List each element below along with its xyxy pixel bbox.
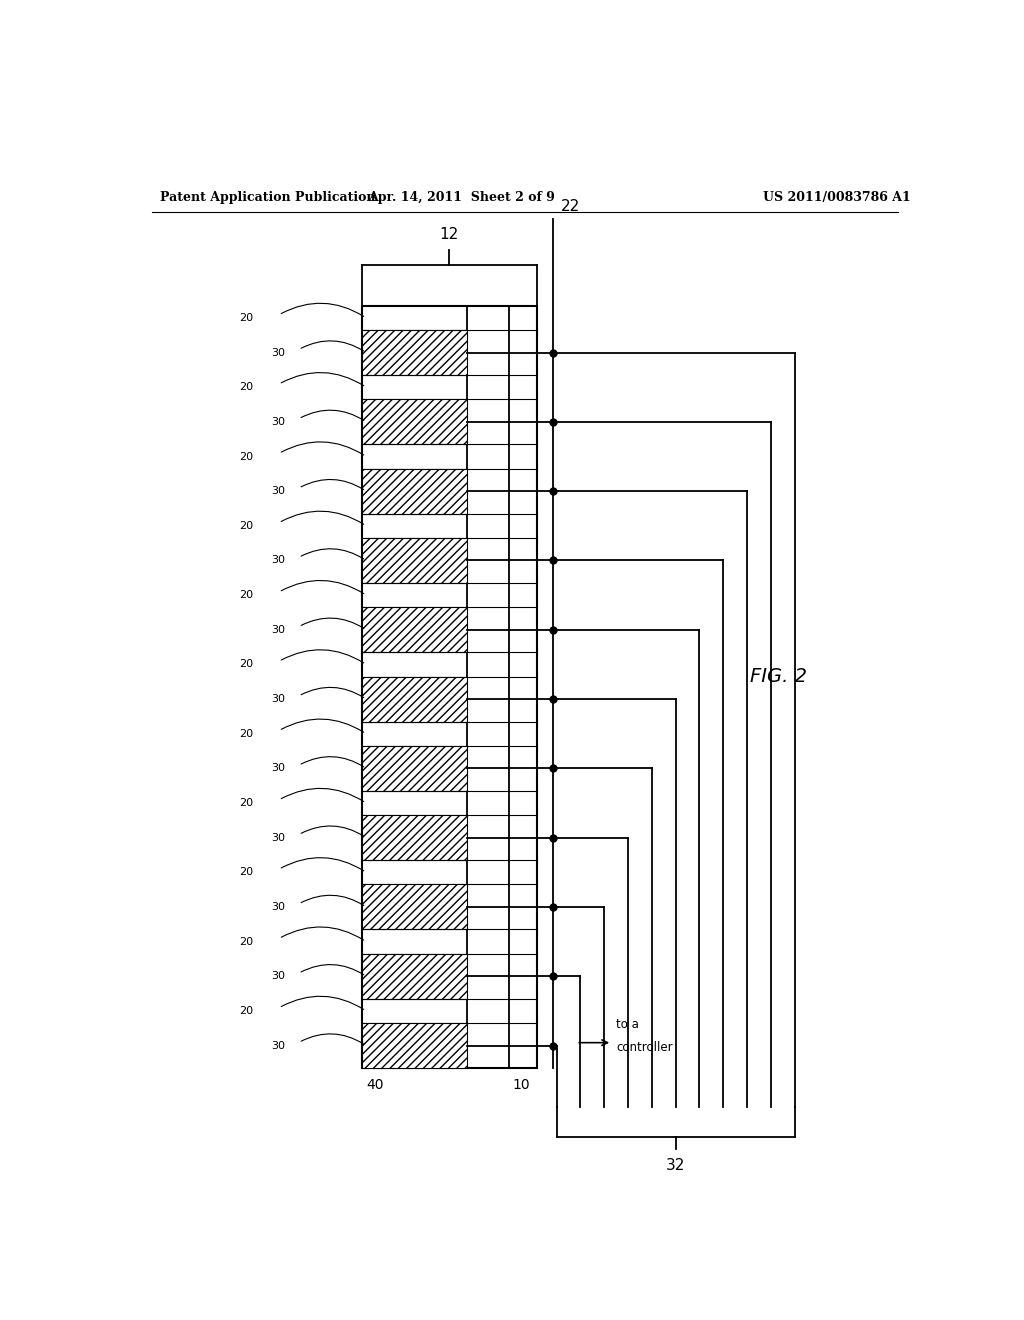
Text: 20: 20 — [239, 521, 253, 531]
Text: 30: 30 — [270, 972, 285, 981]
Bar — [362, 400, 467, 445]
Bar — [362, 677, 467, 722]
Text: 10: 10 — [513, 1078, 530, 1092]
Text: 40: 40 — [367, 1078, 384, 1092]
Text: 30: 30 — [270, 694, 285, 704]
Text: Patent Application Publication: Patent Application Publication — [160, 191, 375, 203]
Text: controller: controller — [616, 1041, 673, 1055]
Bar — [362, 1023, 467, 1068]
Text: 30: 30 — [270, 902, 285, 912]
Text: Apr. 14, 2011  Sheet 2 of 9: Apr. 14, 2011 Sheet 2 of 9 — [368, 191, 555, 203]
Text: 30: 30 — [270, 417, 285, 426]
Bar — [362, 539, 467, 583]
Text: 20: 20 — [239, 590, 253, 601]
Bar — [362, 884, 467, 929]
Text: 20: 20 — [239, 867, 253, 878]
Bar — [362, 469, 467, 513]
Text: 20: 20 — [239, 1006, 253, 1016]
Text: 30: 30 — [270, 486, 285, 496]
Text: 20: 20 — [239, 660, 253, 669]
Text: FIG. 2: FIG. 2 — [751, 668, 807, 686]
Text: US 2011/0083786 A1: US 2011/0083786 A1 — [763, 191, 910, 203]
Text: 30: 30 — [270, 556, 285, 565]
Bar — [362, 607, 467, 652]
Text: 20: 20 — [239, 799, 253, 808]
Text: 30: 30 — [270, 347, 285, 358]
Text: 20: 20 — [239, 729, 253, 739]
Text: 12: 12 — [439, 227, 459, 242]
Text: 22: 22 — [560, 199, 580, 214]
Text: 30: 30 — [270, 763, 285, 774]
Bar — [362, 330, 467, 375]
Text: 30: 30 — [270, 1040, 285, 1051]
Text: 20: 20 — [239, 383, 253, 392]
Bar — [362, 816, 467, 861]
Bar — [362, 306, 537, 1068]
Text: 30: 30 — [270, 833, 285, 842]
Text: 20: 20 — [239, 451, 253, 462]
Text: to a: to a — [616, 1018, 639, 1031]
Text: 20: 20 — [239, 937, 253, 946]
Text: 20: 20 — [239, 313, 253, 323]
Text: 32: 32 — [666, 1158, 685, 1172]
Bar — [362, 954, 467, 999]
Bar — [362, 746, 467, 791]
Text: 30: 30 — [270, 624, 285, 635]
